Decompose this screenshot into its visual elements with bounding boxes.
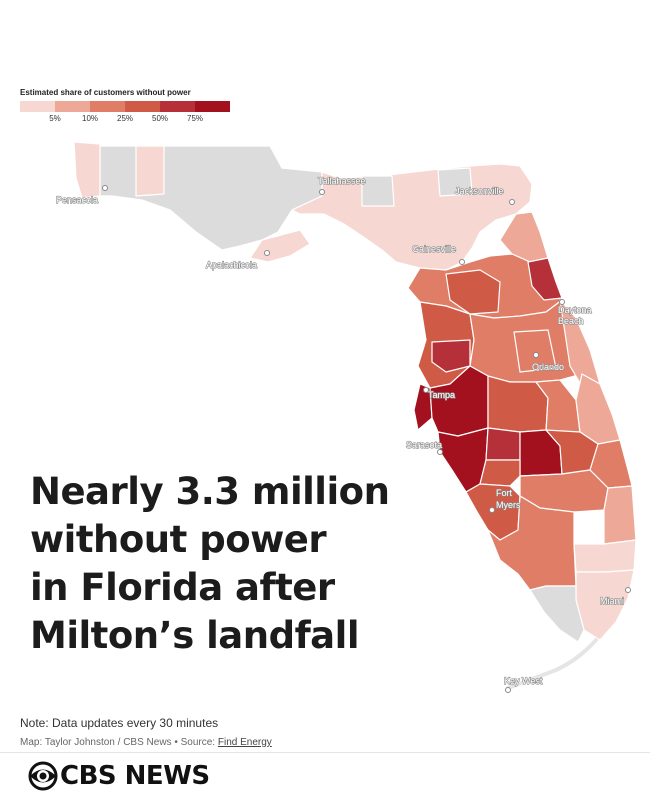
- city-label-fort-myers-2: Myers: [496, 500, 521, 510]
- legend-swatch-0: [20, 101, 55, 112]
- legend-swatch-5: [195, 101, 230, 112]
- legend-tick: 5%: [49, 114, 61, 123]
- legend-tick: 50%: [151, 114, 169, 123]
- legend-swatch-3: [125, 101, 160, 112]
- city-dot-gainesville: [459, 259, 465, 265]
- headline-line-1: Nearly 3.3 million: [30, 470, 390, 513]
- brand-name: CBS NEWS: [60, 761, 210, 791]
- city-dot-tampa: [423, 387, 429, 393]
- region-charlotte: [479, 459, 521, 487]
- city-label-orlando: Orlando: [532, 362, 564, 372]
- city-label-apalachicola: Apalachicola: [206, 260, 257, 270]
- region-palm-beach: [603, 485, 637, 545]
- city-label-gainesville: Gainesville: [412, 244, 456, 254]
- city-dot-orlando: [533, 352, 539, 358]
- region-okaloosa: [135, 145, 165, 197]
- city-label-miami: Miami: [600, 596, 624, 606]
- headline: Nearly 3.3 million without power in Flor…: [30, 468, 430, 660]
- region-monroe-grey: [529, 585, 585, 643]
- florida-keys: [506, 638, 598, 690]
- region-north-grey-2: [437, 167, 473, 197]
- cbs-eye-icon: [28, 761, 58, 791]
- city-label-daytona: Daytona: [558, 305, 592, 315]
- city-label-pensacola: Pensacola: [56, 195, 98, 205]
- city-label-tallahassee: Tallahassee: [318, 176, 366, 186]
- legend-title: Estimated share of customers without pow…: [20, 88, 191, 97]
- cbs-news-logo: CBS NEWS: [28, 760, 210, 792]
- city-markers: Pensacola Tallahassee Jacksonville Apala…: [55, 175, 631, 693]
- divider: [0, 752, 650, 753]
- region-volusia-dark: [527, 257, 563, 301]
- region-pinellas: [413, 383, 433, 431]
- region-escambia: [73, 141, 101, 199]
- city-dot-sarasota: [437, 449, 443, 455]
- legend-ticks: 5% 10% 25% 50% 75%: [20, 112, 240, 124]
- city-dot-jacksonville: [509, 199, 515, 205]
- city-label-jacksonville: Jacksonville: [455, 186, 504, 196]
- city-label-key-west: Key West: [504, 676, 543, 686]
- headline-line-3: in Florida after: [30, 566, 335, 609]
- city-dot-pensacola: [102, 185, 108, 191]
- region-hardee-desoto: [485, 427, 521, 461]
- source-link[interactable]: Find Energy: [217, 737, 272, 748]
- city-dot-key-west: [505, 687, 511, 693]
- legend-swatch-1: [55, 101, 90, 112]
- region-marion: [445, 269, 501, 315]
- city-dot-fort-myers: [489, 507, 495, 513]
- headline-line-4: Milton’s landfall: [30, 614, 360, 657]
- headline-line-2: without power: [30, 518, 327, 561]
- region-broward: [573, 539, 637, 573]
- city-label-sarasota: Sarasota: [406, 440, 442, 450]
- region-orange-county: [513, 329, 557, 373]
- credit-text: Map: Taylor Johnston / CBS News • Source…: [20, 737, 218, 748]
- map-legend: Estimated share of customers without pow…: [20, 88, 240, 124]
- legend-swatch-2: [90, 101, 125, 112]
- city-dot-miami: [625, 587, 631, 593]
- legend-swatch-4: [160, 101, 195, 112]
- region-hernando: [431, 339, 471, 373]
- legend-color-bar: [20, 101, 240, 112]
- legend-tick: 10%: [81, 114, 99, 123]
- region-north-grey: [361, 175, 395, 207]
- city-dot-tallahassee: [319, 189, 325, 195]
- data-update-note: Note: Data updates every 30 minutes: [20, 716, 219, 730]
- city-dot-daytona: [559, 299, 565, 305]
- city-label-tampa: Tampa: [428, 390, 455, 400]
- legend-tick: 75%: [186, 114, 204, 123]
- florida-outage-map: Pensacola Tallahassee Jacksonville Apala…: [55, 141, 637, 693]
- legend-tick: 25%: [116, 114, 134, 123]
- city-label-fort-myers: Fort: [496, 488, 513, 498]
- map-credit: Map: Taylor Johnston / CBS News • Source…: [20, 737, 272, 748]
- city-label-daytona-2: Beach: [558, 316, 584, 326]
- city-dot-apalachicola: [264, 250, 270, 256]
